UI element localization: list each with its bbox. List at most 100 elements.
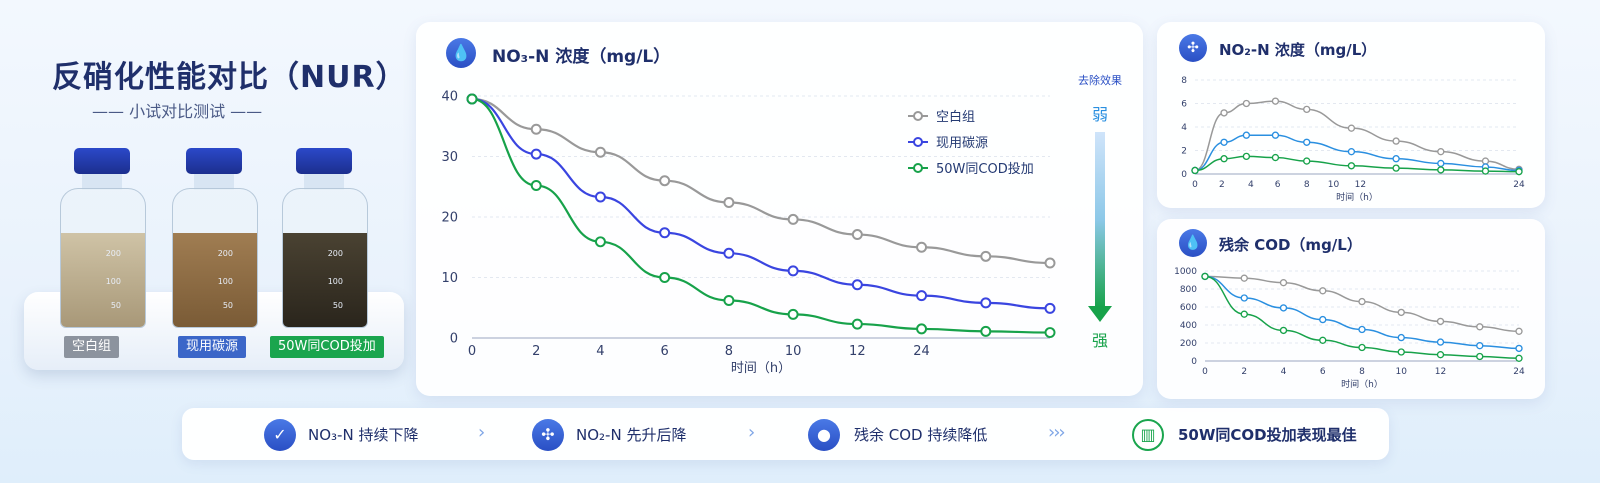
volume-mark: 200 bbox=[327, 249, 343, 258]
data-point bbox=[851, 229, 863, 241]
data-point bbox=[1220, 109, 1228, 117]
data-point bbox=[1303, 138, 1311, 146]
legend-marker bbox=[913, 137, 923, 147]
molecule-icon: ✣ bbox=[532, 419, 564, 451]
data-point bbox=[1392, 164, 1400, 172]
data-point bbox=[659, 272, 671, 283]
x-tick-label: 12 bbox=[849, 344, 866, 359]
data-point bbox=[1481, 157, 1490, 165]
legend-marker bbox=[913, 163, 923, 173]
data-point bbox=[1303, 105, 1311, 114]
data-point bbox=[1279, 326, 1288, 335]
data-point bbox=[1319, 315, 1327, 324]
data-point bbox=[530, 123, 542, 135]
bottle-blank: 200 100 50 bbox=[60, 148, 146, 328]
data-point bbox=[1397, 308, 1405, 317]
data-point bbox=[980, 250, 992, 262]
liquid-blank bbox=[61, 233, 145, 327]
x-tick-label: 8 bbox=[725, 344, 733, 359]
drop-icon: 💧 bbox=[1179, 229, 1207, 257]
data-point bbox=[1319, 287, 1327, 295]
page-subtitle: —— 小试对比测试 —— bbox=[92, 102, 263, 121]
x-tick-label: 4 bbox=[596, 344, 604, 359]
data-point bbox=[723, 294, 735, 306]
x-tick-label: 8 bbox=[1359, 367, 1365, 377]
series-line bbox=[1194, 134, 1520, 172]
molecule-icon: ✣ bbox=[1179, 34, 1207, 62]
data-point bbox=[787, 308, 799, 320]
x-tick-label: 24 bbox=[1513, 367, 1525, 377]
y-tick-label: 20 bbox=[441, 210, 458, 225]
data-point bbox=[980, 325, 992, 337]
data-point bbox=[1397, 333, 1405, 342]
bar-chart-icon: ▥ bbox=[1132, 419, 1164, 451]
x-tick-label: 6 bbox=[1275, 180, 1281, 190]
data-point bbox=[1437, 148, 1445, 156]
x-tick-label: 10 bbox=[1328, 180, 1340, 190]
triple-chevron-icon: ››› bbox=[1048, 422, 1066, 443]
data-point bbox=[1240, 274, 1248, 282]
data-point bbox=[1515, 167, 1523, 176]
y-tick-label: 200 bbox=[1180, 339, 1197, 349]
data-point bbox=[1242, 99, 1251, 108]
x-tick-label: 6 bbox=[1320, 367, 1326, 377]
chart-title: NO₃-N 浓度（mg/L） bbox=[492, 47, 671, 67]
series-line bbox=[471, 97, 1051, 310]
volume-mark: 200 bbox=[105, 249, 121, 258]
data-point bbox=[1240, 294, 1248, 302]
data-point bbox=[1044, 327, 1056, 339]
bottle-cap bbox=[296, 148, 352, 174]
chart-title: NO₂-N 浓度（mg/L） bbox=[1219, 41, 1377, 59]
x-tick-label: 6 bbox=[661, 344, 669, 359]
data-point bbox=[1242, 131, 1251, 139]
x-tick-label: 2 bbox=[1219, 180, 1225, 190]
tag-current-carbon: 现用碳源 bbox=[178, 336, 247, 358]
liquid-50w bbox=[283, 233, 367, 327]
x-tick-label: 0 bbox=[468, 344, 476, 359]
series-line bbox=[1194, 155, 1520, 173]
data-point bbox=[594, 146, 606, 158]
data-point bbox=[1242, 152, 1251, 161]
x-tick-label: 2 bbox=[1241, 367, 1247, 377]
x-tick-label: 10 bbox=[785, 344, 802, 359]
drop-icon: ● bbox=[808, 419, 840, 451]
x-axis-label: 时间（h） bbox=[731, 361, 791, 376]
y-tick-label: 2 bbox=[1181, 147, 1187, 157]
y-tick-label: 8 bbox=[1181, 76, 1187, 86]
data-point bbox=[594, 191, 606, 203]
removal-weak-label: 弱 bbox=[1092, 105, 1108, 124]
summary-bar: ✓ NO₃-N 持续下降 › ✣ NO₂-N 先升后降 › ● 残余 COD 持… bbox=[182, 408, 1389, 460]
x-tick-label: 10 bbox=[1396, 367, 1408, 377]
summary-step: NO₃-N 持续下降 bbox=[308, 426, 419, 444]
series-line bbox=[1204, 275, 1520, 350]
volume-mark: 100 bbox=[327, 277, 343, 286]
removal-title: 去除效果 bbox=[1078, 73, 1122, 87]
y-tick-label: 40 bbox=[441, 89, 458, 104]
data-point bbox=[659, 227, 671, 239]
data-point bbox=[723, 196, 735, 208]
data-point bbox=[659, 175, 671, 187]
x-tick-label: 24 bbox=[913, 344, 930, 359]
bottle-cap bbox=[186, 148, 242, 174]
volume-mark: 100 bbox=[217, 277, 233, 286]
data-point bbox=[851, 318, 863, 330]
volume-mark: 50 bbox=[332, 301, 343, 310]
no3-chart-card: 💧 NO₃-N 浓度（mg/L） 0 10 20 30 40 0 2 4 6 8 10 12 24 时间（… bbox=[416, 22, 1143, 396]
data-point bbox=[530, 180, 542, 192]
data-point bbox=[1044, 257, 1056, 269]
data-point bbox=[1358, 297, 1366, 306]
data-point bbox=[1481, 167, 1490, 175]
data-point bbox=[1358, 343, 1366, 352]
y-tick-label: 0 bbox=[450, 331, 458, 346]
data-point bbox=[530, 148, 542, 160]
data-point bbox=[466, 93, 478, 105]
y-tick-label: 400 bbox=[1180, 321, 1197, 331]
removal-strong-label: 强 bbox=[1092, 331, 1108, 350]
data-point bbox=[1437, 166, 1445, 174]
data-point bbox=[1476, 342, 1484, 350]
data-point bbox=[1347, 124, 1356, 132]
x-tick-label: 0 bbox=[1192, 180, 1198, 190]
